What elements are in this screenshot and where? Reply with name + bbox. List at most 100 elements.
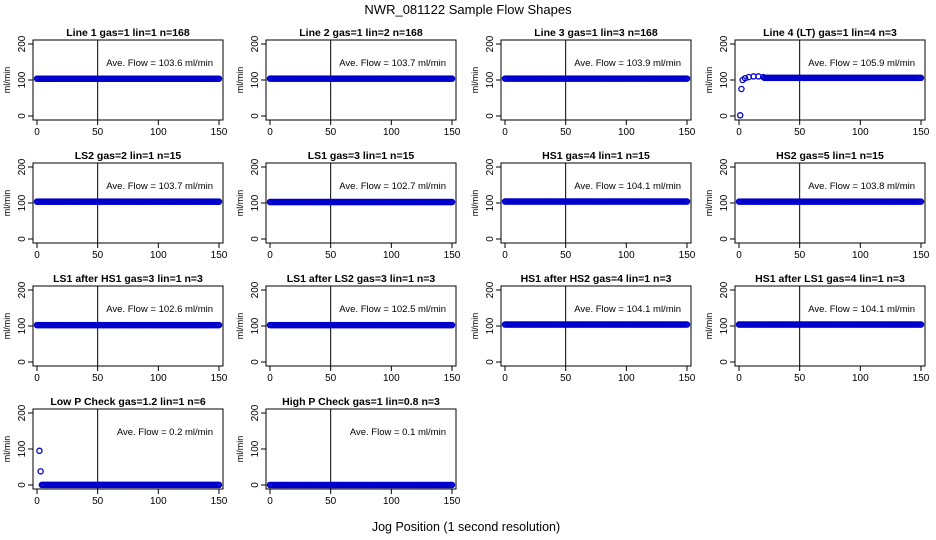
x-tick-label: 50 <box>325 250 337 261</box>
y-tick-label: 200 <box>485 158 496 175</box>
y-tick-label: 0 <box>17 482 28 488</box>
x-tick-label: 50 <box>560 373 572 384</box>
data-point <box>448 481 456 489</box>
data-point <box>215 321 223 329</box>
y-tick-label: 0 <box>250 236 261 242</box>
panel-title: LS1 after HS1 gas=3 lin=1 n=3 <box>53 273 203 285</box>
y-tick-label: 100 <box>719 194 730 211</box>
x-tick-label: 100 <box>150 496 167 507</box>
x-tick-label: 50 <box>325 127 337 138</box>
y-tick-label: 200 <box>250 281 261 298</box>
panel-title: Line 3 gas=1 lin=3 n=168 <box>534 27 658 39</box>
ave-flow-annotation: Ave. Flow = 103.7 ml/min <box>106 181 213 192</box>
x-tick-label: 100 <box>150 373 167 384</box>
y-tick-label: 200 <box>17 404 28 421</box>
y-axis-label: ml/min <box>2 190 12 217</box>
x-tick-label: 50 <box>325 496 337 507</box>
x-tick-label: 150 <box>679 250 696 261</box>
ave-flow-annotation: Ave. Flow = 102.6 ml/min <box>106 304 213 315</box>
x-tick-label: 100 <box>852 250 869 261</box>
y-tick-label: 100 <box>17 194 28 211</box>
panel-1: Line 1 gas=1 lin=1 n=168 0 50 100 150 0 100 200… <box>2 27 228 138</box>
panel-title: HS2 gas=5 lin=1 n=15 <box>776 150 884 162</box>
panel-5: LS2 gas=2 lin=1 n=15 0 50 100 150 0 100 200 ml/m… <box>2 150 228 261</box>
y-tick-label: 100 <box>17 440 28 457</box>
x-tick-label: 150 <box>913 127 930 138</box>
y-tick-label: 200 <box>250 35 261 52</box>
data-point <box>215 481 223 489</box>
y-tick-label: 0 <box>719 359 730 365</box>
x-tick-label: 50 <box>92 127 104 138</box>
y-tick-label: 100 <box>485 71 496 88</box>
panel-6: LS1 gas=3 lin=1 n=15 0 50 100 150 0 100 200 ml/m… <box>235 150 461 261</box>
ave-flow-annotation: Ave. Flow = 104.1 ml/min <box>574 181 681 192</box>
x-tick-label: 100 <box>150 127 167 138</box>
panel-title: Line 2 gas=1 lin=2 n=168 <box>299 27 423 39</box>
x-tick-label: 0 <box>34 127 40 138</box>
x-tick-label: 150 <box>211 250 228 261</box>
series-points <box>36 447 223 489</box>
series-points <box>266 198 456 206</box>
x-tick-label: 50 <box>794 127 806 138</box>
y-tick-label: 100 <box>485 317 496 334</box>
y-tick-label: 0 <box>485 113 496 119</box>
x-tick-label: 150 <box>211 127 228 138</box>
y-tick-label: 100 <box>17 71 28 88</box>
y-tick-label: 0 <box>485 359 496 365</box>
x-tick-label: 100 <box>618 373 635 384</box>
series-points <box>736 73 925 119</box>
ave-flow-annotation: Ave. Flow = 0.2 ml/min <box>117 427 213 438</box>
y-tick-label: 100 <box>250 194 261 211</box>
panel-title: LS2 gas=2 lin=1 n=15 <box>75 150 182 162</box>
series-points <box>266 321 456 329</box>
y-tick-label: 200 <box>719 158 730 175</box>
x-tick-label: 150 <box>211 373 228 384</box>
ave-flow-annotation: Ave. Flow = 103.9 ml/min <box>574 58 681 69</box>
x-tick-label: 50 <box>794 250 806 261</box>
data-point <box>738 85 745 93</box>
x-tick-label: 50 <box>92 496 104 507</box>
y-axis-label: ml/min <box>2 67 12 94</box>
x-tick-label: 150 <box>444 250 461 261</box>
x-tick-label: 150 <box>913 373 930 384</box>
x-tick-label: 100 <box>852 373 869 384</box>
series-points <box>735 321 925 328</box>
series-points <box>266 75 456 82</box>
panel-title: HS1 gas=4 lin=1 n=15 <box>542 150 650 162</box>
panel-11: HS1 after HS2 gas=4 lin=1 n=3 0 50 100 150 0 1… <box>470 273 696 384</box>
panel-3: Line 3 gas=1 lin=3 n=168 0 50 100 150 0 100 200… <box>470 27 696 138</box>
x-tick-label: 150 <box>913 250 930 261</box>
x-tick-label: 100 <box>150 250 167 261</box>
panel-title: High P Check gas=1 lin=0.8 n=3 <box>282 396 440 408</box>
plot-frame <box>265 408 457 490</box>
y-tick-label: 0 <box>250 359 261 365</box>
panel-14: High P Check gas=1 lin=0.8 n=3 0 50 100 150 0… <box>235 396 461 507</box>
panel-title: HS1 after LS1 gas=4 lin=1 n=3 <box>755 273 905 285</box>
data-point <box>36 447 43 455</box>
x-tick-label: 150 <box>444 496 461 507</box>
y-tick-label: 100 <box>719 71 730 88</box>
panel-4: Line 4 (LT) gas=1 lin=4 n=3 0 50 100 150 0 100… <box>704 27 930 138</box>
panel-13: Low P Check gas=1.2 lin=1 n=6 0 50 100 150 0 1… <box>2 396 228 507</box>
ave-flow-annotation: Ave. Flow = 103.6 ml/min <box>106 58 213 69</box>
x-tick-label: 0 <box>34 250 40 261</box>
x-tick-label: 100 <box>383 127 400 138</box>
x-tick-label: 0 <box>267 127 273 138</box>
data-point <box>683 321 691 328</box>
y-axis-label: ml/min <box>704 190 714 217</box>
y-tick-label: 0 <box>17 236 28 242</box>
panels-layer: Line 1 gas=1 lin=1 n=168 0 50 100 150 0 100 200… <box>2 27 930 507</box>
ave-flow-annotation: Ave. Flow = 102.7 ml/min <box>339 181 446 192</box>
panel-title: Line 1 gas=1 lin=1 n=168 <box>66 27 190 39</box>
y-tick-label: 100 <box>719 317 730 334</box>
y-tick-label: 100 <box>250 317 261 334</box>
series-points <box>501 321 691 328</box>
ave-flow-annotation: Ave. Flow = 102.5 ml/min <box>339 304 446 315</box>
y-tick-label: 0 <box>719 236 730 242</box>
x-tick-label: 100 <box>383 250 400 261</box>
data-point <box>215 198 223 205</box>
y-axis-label: ml/min <box>470 190 480 217</box>
ave-flow-annotation: Ave. Flow = 103.8 ml/min <box>808 181 915 192</box>
y-tick-label: 200 <box>485 35 496 52</box>
